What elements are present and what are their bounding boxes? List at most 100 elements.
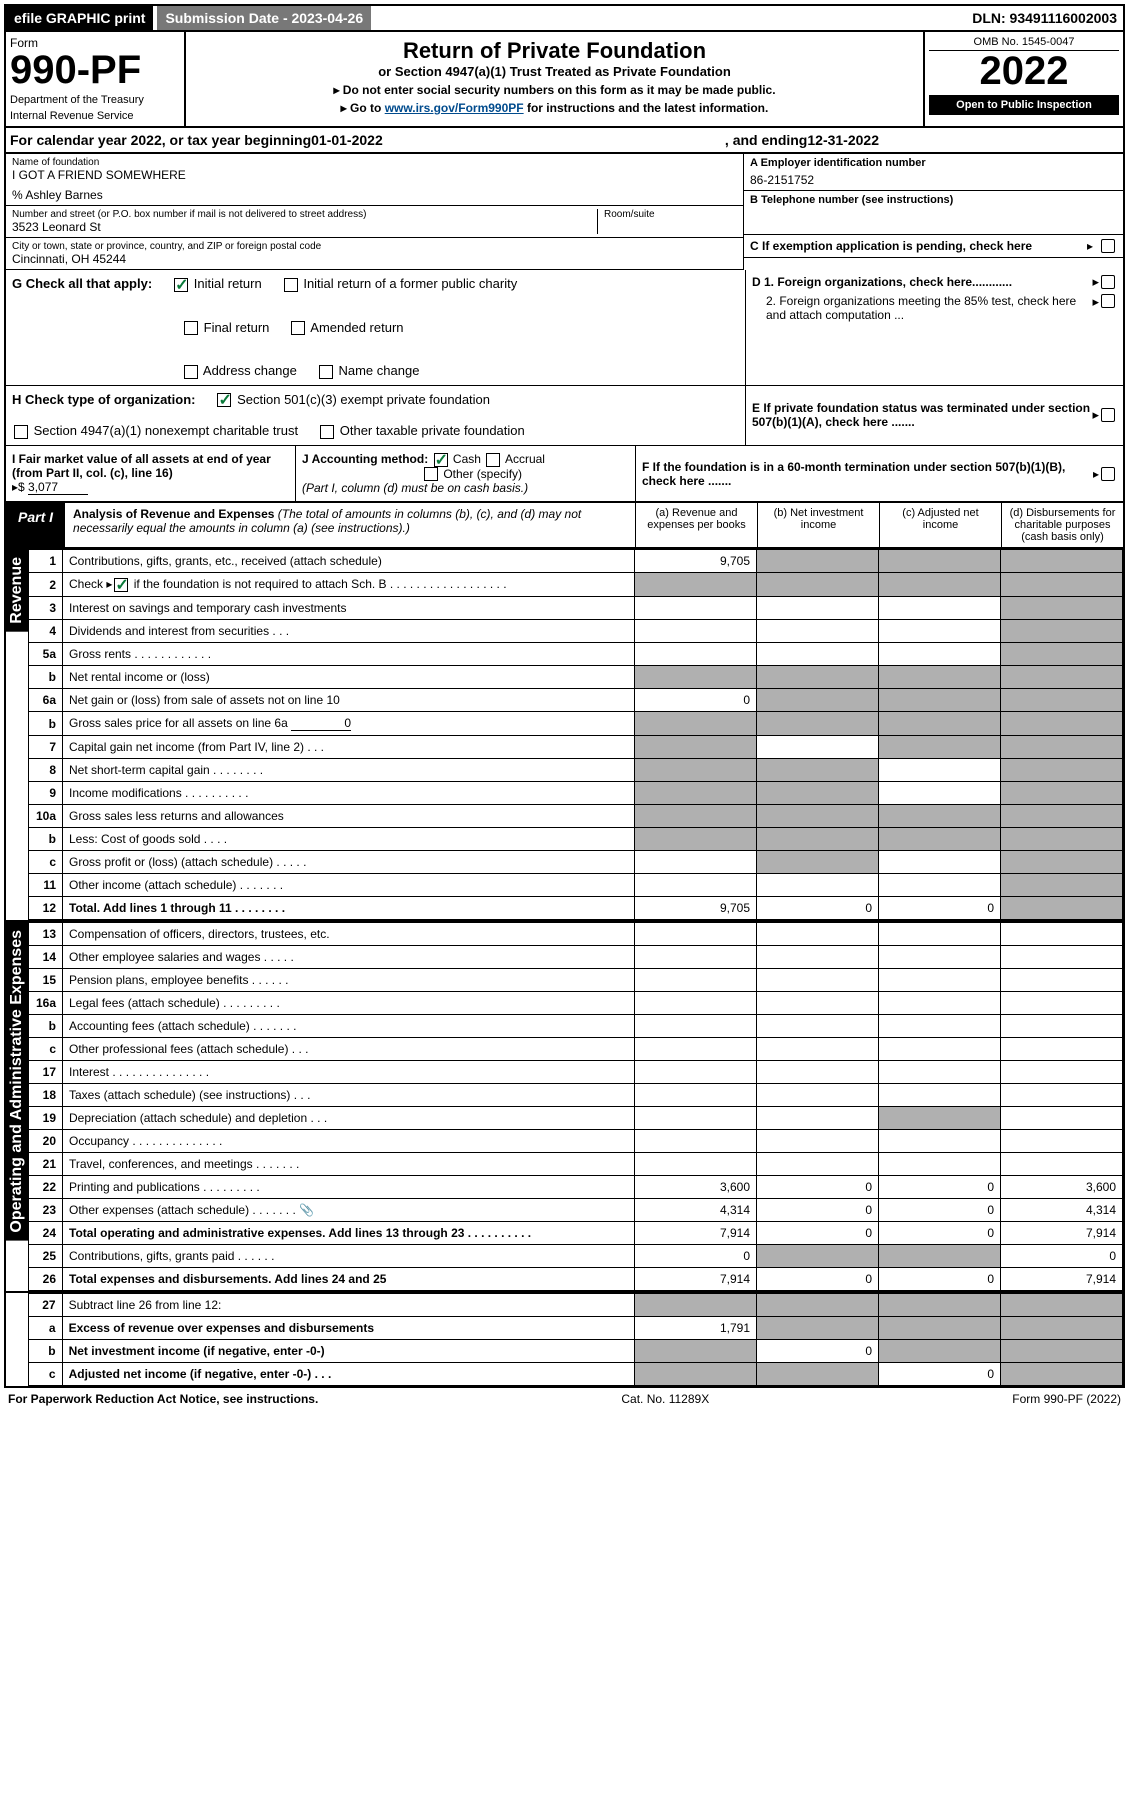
tax-year: 2022 — [929, 51, 1119, 91]
efile-badge: efile GRAPHIC print — [6, 6, 153, 30]
city-label: City or town, state or province, country… — [12, 241, 737, 252]
part1-header: Part I Analysis of Revenue and Expenses … — [4, 503, 1125, 549]
f-label: F If the foundation is in a 60-month ter… — [642, 460, 1093, 488]
part1-title: Analysis of Revenue and Expenses — [73, 507, 274, 521]
tax-year-begin: 01-01-2022 — [311, 132, 383, 148]
table-row: 17Interest . . . . . . . . . . . . . . . — [29, 1061, 1123, 1084]
table-row: 10aGross sales less returns and allowanc… — [29, 805, 1123, 828]
table-row: bLess: Cost of goods sold . . . . — [29, 828, 1123, 851]
form-number: 990-PF — [10, 50, 180, 90]
col-c-header: (c) Adjusted net income — [879, 503, 1001, 547]
other-taxable-checkbox[interactable] — [320, 425, 334, 439]
irs-link[interactable]: www.irs.gov/Form990PF — [385, 101, 524, 115]
table-row: 24Total operating and administrative exp… — [29, 1222, 1123, 1245]
fmv-value: 3,077 — [28, 480, 88, 495]
table-row: 26Total expenses and disbursements. Add … — [29, 1268, 1123, 1291]
col-d-header: (d) Disbursements for charitable purpose… — [1001, 503, 1123, 547]
table-row: 9Income modifications . . . . . . . . . … — [29, 782, 1123, 805]
expenses-side-label: Operating and Administrative Expenses — [6, 922, 28, 1241]
name-change-checkbox[interactable] — [319, 365, 333, 379]
schb-checkbox[interactable] — [114, 578, 128, 592]
e-label: E If private foundation status was termi… — [752, 401, 1092, 429]
table-row: 19Depreciation (attach schedule) and dep… — [29, 1107, 1123, 1130]
form-ref: Form 990-PF (2022) — [1012, 1392, 1121, 1406]
table-row: 21Travel, conferences, and meetings . . … — [29, 1153, 1123, 1176]
g-label: G Check all that apply: — [12, 276, 152, 291]
table-row: 23Other expenses (attach schedule) . . .… — [29, 1199, 1123, 1222]
goto-note: ▸ Go to www.irs.gov/Form990PF for instru… — [192, 101, 917, 115]
table-row: bGross sales price for all assets on lin… — [29, 712, 1123, 736]
other-method-checkbox[interactable] — [424, 467, 438, 481]
ein-label: A Employer identification number — [750, 157, 1117, 169]
top-bar: efile GRAPHIC print Submission Date - 20… — [4, 4, 1125, 32]
initial-return-checkbox[interactable] — [174, 278, 188, 292]
cat-number: Cat. No. 11289X — [621, 1392, 709, 1406]
col-b-header: (b) Net investment income — [757, 503, 879, 547]
accrual-checkbox[interactable] — [486, 453, 500, 467]
expenses-section: Operating and Administrative Expenses 13… — [4, 922, 1125, 1293]
table-row: 22Printing and publications . . . . . . … — [29, 1176, 1123, 1199]
table-row: cGross profit or (loss) (attach schedule… — [29, 851, 1123, 874]
table-row: 5aGross rents . . . . . . . . . . . . — [29, 643, 1123, 666]
summary-table: 27Subtract line 26 from line 12: aExcess… — [28, 1293, 1123, 1386]
4947a1-checkbox[interactable] — [14, 425, 28, 439]
irs-label: Internal Revenue Service — [10, 110, 180, 122]
city-state-zip: Cincinnati, OH 45244 — [12, 252, 737, 266]
form-subtitle: or Section 4947(a)(1) Trust Treated as P… — [192, 64, 917, 79]
ssn-warning: ▸ Do not enter social security numbers o… — [192, 83, 917, 97]
col-a-header: (a) Revenue and expenses per books — [635, 503, 757, 547]
dln-number: DLN: 93491116002003 — [972, 10, 1123, 26]
d1-label: D 1. Foreign organizations, check here..… — [752, 275, 1092, 289]
final-return-checkbox[interactable] — [184, 321, 198, 335]
table-row: bNet rental income or (loss) — [29, 666, 1123, 689]
tax-year-end: 12-31-2022 — [807, 132, 879, 148]
revenue-table: 1Contributions, gifts, grants, etc., rec… — [28, 549, 1123, 920]
foundation-name: I GOT A FRIEND SOMEWHERE — [12, 168, 737, 182]
table-row: 27Subtract line 26 from line 12: — [28, 1294, 1122, 1317]
revenue-section: Revenue 1Contributions, gifts, grants, e… — [4, 549, 1125, 922]
table-row: 11Other income (attach schedule) . . . .… — [29, 874, 1123, 897]
c-checkbox[interactable] — [1101, 239, 1115, 253]
dept-treasury: Department of the Treasury — [10, 94, 180, 106]
line27-section: 27Subtract line 26 from line 12: aExcess… — [4, 1293, 1125, 1388]
table-row: 12Total. Add lines 1 through 11 . . . . … — [29, 897, 1123, 920]
address-change-checkbox[interactable] — [184, 365, 198, 379]
form-header: Form 990-PF Department of the Treasury I… — [4, 32, 1125, 128]
ein-value: 86-2151752 — [750, 173, 1117, 187]
table-row: 8Net short-term capital gain . . . . . .… — [29, 759, 1123, 782]
table-row: 14Other employee salaries and wages . . … — [29, 946, 1123, 969]
expenses-table: 13Compensation of officers, directors, t… — [28, 922, 1123, 1291]
g-row: G Check all that apply: Initial return I… — [4, 270, 1125, 386]
form-title: Return of Private Foundation — [192, 38, 917, 64]
ij-row: I Fair market value of all assets at end… — [4, 446, 1125, 504]
table-row: 15Pension plans, employee benefits . . .… — [29, 969, 1123, 992]
f-checkbox[interactable] — [1101, 467, 1115, 481]
table-row: 7Capital gain net income (from Part IV, … — [29, 736, 1123, 759]
table-row: bAccounting fees (attach schedule) . . .… — [29, 1015, 1123, 1038]
j-note: (Part I, column (d) must be on cash basi… — [302, 481, 528, 495]
initial-former-checkbox[interactable] — [284, 278, 298, 292]
h-label: H Check type of organization: — [12, 392, 195, 408]
table-row: 25Contributions, gifts, grants paid . . … — [29, 1245, 1123, 1268]
table-row: 13Compensation of officers, directors, t… — [29, 923, 1123, 946]
table-row: 1Contributions, gifts, grants, etc., rec… — [29, 550, 1123, 573]
entity-info: Name of foundation I GOT A FRIEND SOMEWH… — [4, 154, 1125, 270]
table-row: 4Dividends and interest from securities … — [29, 620, 1123, 643]
cash-checkbox[interactable] — [434, 453, 448, 467]
table-row: cAdjusted net income (if negative, enter… — [28, 1363, 1122, 1386]
amended-return-checkbox[interactable] — [291, 321, 305, 335]
open-to-public: Open to Public Inspection — [929, 95, 1119, 115]
table-row: cOther professional fees (attach schedul… — [29, 1038, 1123, 1061]
i-label: I Fair market value of all assets at end… — [12, 452, 271, 480]
e-checkbox[interactable] — [1101, 408, 1115, 422]
attachment-icon[interactable]: 📎 — [299, 1203, 314, 1217]
d2-label: 2. Foreign organizations meeting the 85%… — [752, 294, 1092, 322]
table-row: 16aLegal fees (attach schedule) . . . . … — [29, 992, 1123, 1015]
care-of: % Ashley Barnes — [12, 188, 737, 202]
page-footer: For Paperwork Reduction Act Notice, see … — [4, 1388, 1125, 1410]
d1-checkbox[interactable] — [1101, 275, 1115, 289]
c-pending-label: C If exemption application is pending, c… — [750, 239, 1081, 253]
submission-date: Submission Date - 2023-04-26 — [157, 6, 371, 30]
d2-checkbox[interactable] — [1101, 294, 1115, 308]
501c3-checkbox[interactable] — [217, 393, 231, 407]
